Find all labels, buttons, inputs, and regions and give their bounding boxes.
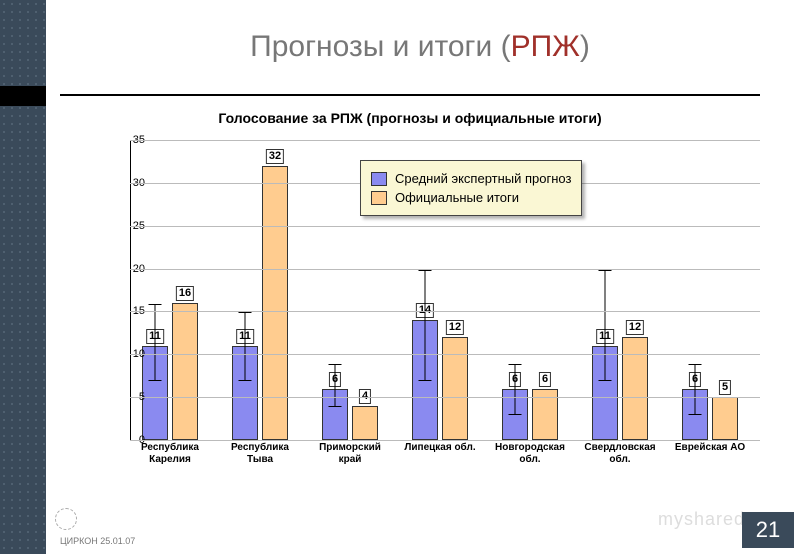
footer-note: ЦИРКОН 25.01.07 (60, 536, 135, 546)
bar-official: 32 (262, 166, 288, 440)
error-bar (695, 364, 696, 415)
bar-forecast: 11 (592, 346, 618, 440)
error-bar (515, 364, 516, 415)
x-tick-label: РеспубликаКарелия (132, 442, 208, 466)
page-number: 21 (742, 512, 794, 548)
legend-swatch (371, 172, 387, 186)
legend-row: Официальные итоги (371, 190, 571, 205)
gridline (130, 440, 760, 441)
bar-label: 12 (626, 320, 644, 335)
x-tick-label: Еврейская АО (672, 442, 748, 454)
y-axis (130, 140, 131, 440)
x-tick-label: Приморский край (312, 442, 388, 466)
error-bar (245, 312, 246, 381)
bar-label: 16 (176, 286, 194, 301)
bar-official: 5 (712, 397, 738, 440)
bar-official: 12 (442, 337, 468, 440)
bar-official: 12 (622, 337, 648, 440)
chart: 1116113264141266111265 05101520253035 Ре… (80, 130, 770, 500)
bar-forecast: 11 (142, 346, 168, 440)
slide: Прогнозы и итоги (РПЖ) Голосование за РП… (0, 0, 800, 554)
x-tick-label: Новгородскаяобл. (492, 442, 568, 466)
legend-row: Средний экспертный прогноз (371, 171, 571, 186)
chart-title: Голосование за РПЖ (прогнозы и официальн… (100, 110, 720, 126)
gridline (130, 354, 760, 355)
error-bar (155, 304, 156, 381)
legend-label: Официальные итоги (395, 190, 519, 205)
watermark: myshared (658, 509, 745, 530)
x-tick-label: Свердловскаяобл. (582, 442, 658, 466)
side-strip (0, 0, 46, 554)
error-bar (335, 364, 336, 407)
error-bar (605, 270, 606, 381)
error-bar (425, 270, 426, 381)
side-black-bar (0, 86, 46, 106)
bar-official: 16 (172, 303, 198, 440)
gridline (130, 397, 760, 398)
title-underline (60, 94, 760, 96)
bar-forecast: 14 (412, 320, 438, 440)
gridline (130, 269, 760, 270)
title-close: ) (580, 30, 590, 63)
bar-label: 5 (719, 380, 731, 395)
page-title: Прогнозы и итоги (РПЖ) (70, 30, 770, 64)
x-tick-label: Липецкая обл. (402, 442, 478, 454)
bar-forecast: 11 (232, 346, 258, 440)
legend-swatch (371, 191, 387, 205)
bar-label: 6 (539, 372, 551, 387)
bar-label: 32 (266, 149, 284, 164)
gridline (130, 311, 760, 312)
legend: Средний экспертный прогноз Официальные ит… (360, 160, 582, 216)
x-tick-label: Республика Тыва (222, 442, 298, 466)
bar-label: 12 (446, 320, 464, 335)
title-plain: Прогнозы и итоги ( (250, 30, 510, 63)
title-emphasis: РПЖ (511, 30, 580, 63)
bar-official: 4 (352, 406, 378, 440)
legend-label: Средний экспертный прогноз (395, 171, 571, 186)
logo-placeholder (55, 508, 77, 530)
gridline (130, 226, 760, 227)
gridline (130, 140, 760, 141)
